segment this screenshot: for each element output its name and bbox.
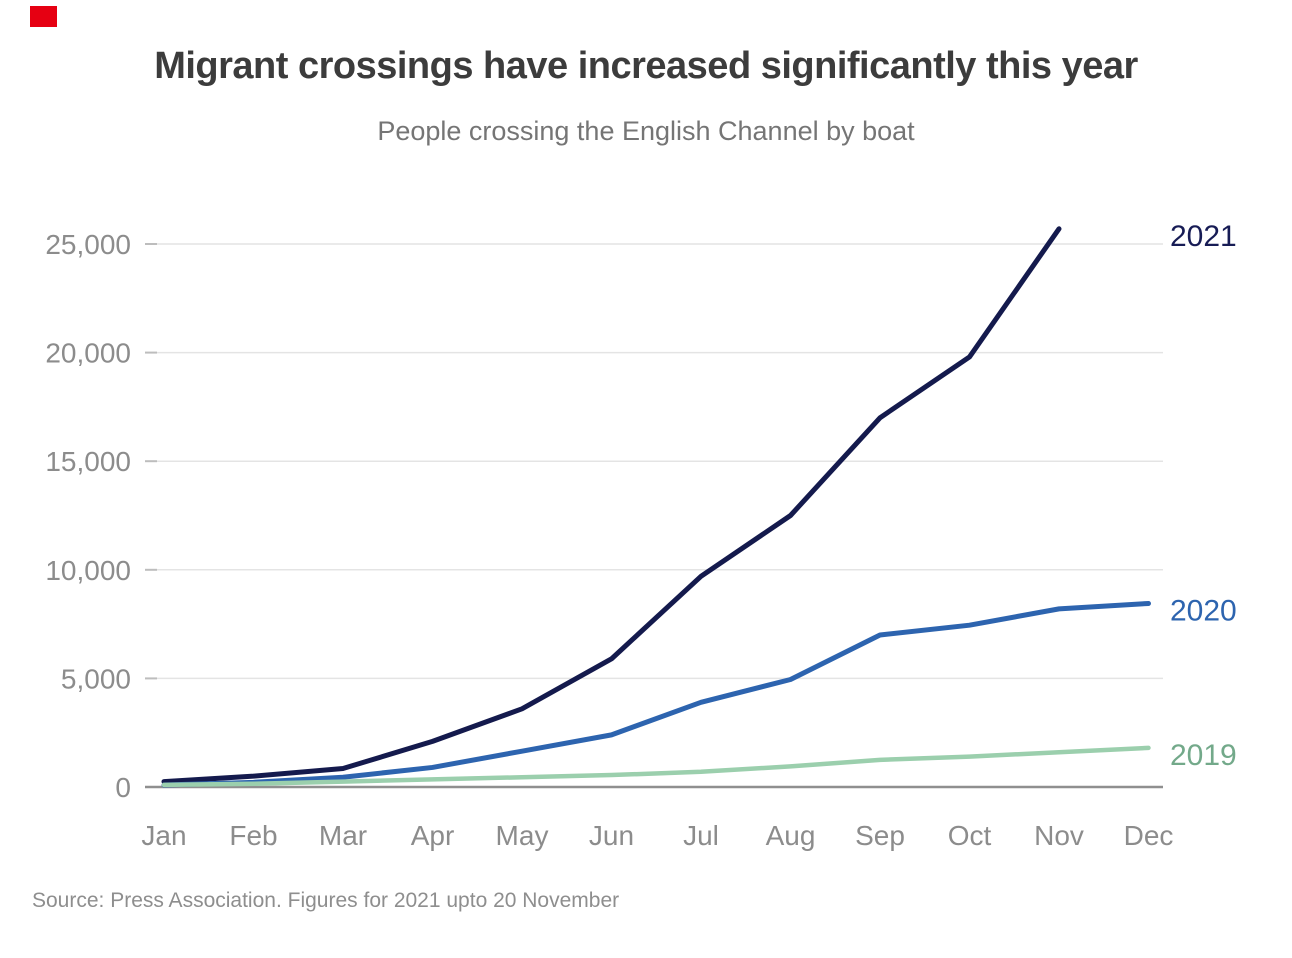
y-axis-label: 5,000 <box>61 663 131 694</box>
x-axis-label: Aug <box>766 820 816 851</box>
series-label-2021: 2021 <box>1170 220 1237 253</box>
series-line-2020 <box>161 600 1151 788</box>
y-axis-label: 15,000 <box>45 446 131 477</box>
x-axis-label: Dec <box>1124 820 1174 851</box>
x-axis-label: May <box>496 820 549 851</box>
x-axis-label: Sep <box>855 820 905 851</box>
x-axis-label: Oct <box>948 820 992 851</box>
y-axis-label: 10,000 <box>45 555 131 586</box>
x-axis-label: Jul <box>683 820 719 851</box>
series-label-2019: 2019 <box>1170 739 1237 772</box>
x-axis-label: Mar <box>319 820 367 851</box>
chart-subtitle: People crossing the English Channel by b… <box>377 116 915 146</box>
y-axis-label: 20,000 <box>45 338 131 369</box>
series-label-2020: 2020 <box>1170 594 1237 627</box>
x-axis-label: Apr <box>411 820 455 851</box>
series-line-2019 <box>161 745 1151 788</box>
series-line-2021 <box>161 226 1062 785</box>
y-axis-label: 25,000 <box>45 229 131 260</box>
x-axis-label: Feb <box>229 820 277 851</box>
x-axis-label: Jan <box>141 820 186 851</box>
x-axis-label: Nov <box>1034 820 1084 851</box>
page-title: Migrant crossings have increased signifi… <box>154 45 1138 87</box>
x-axis-label: Jun <box>589 820 634 851</box>
y-axis-label: 0 <box>115 772 131 803</box>
source-note: Source: Press Association. Figures for 2… <box>32 889 620 912</box>
brand-mark <box>30 6 57 27</box>
